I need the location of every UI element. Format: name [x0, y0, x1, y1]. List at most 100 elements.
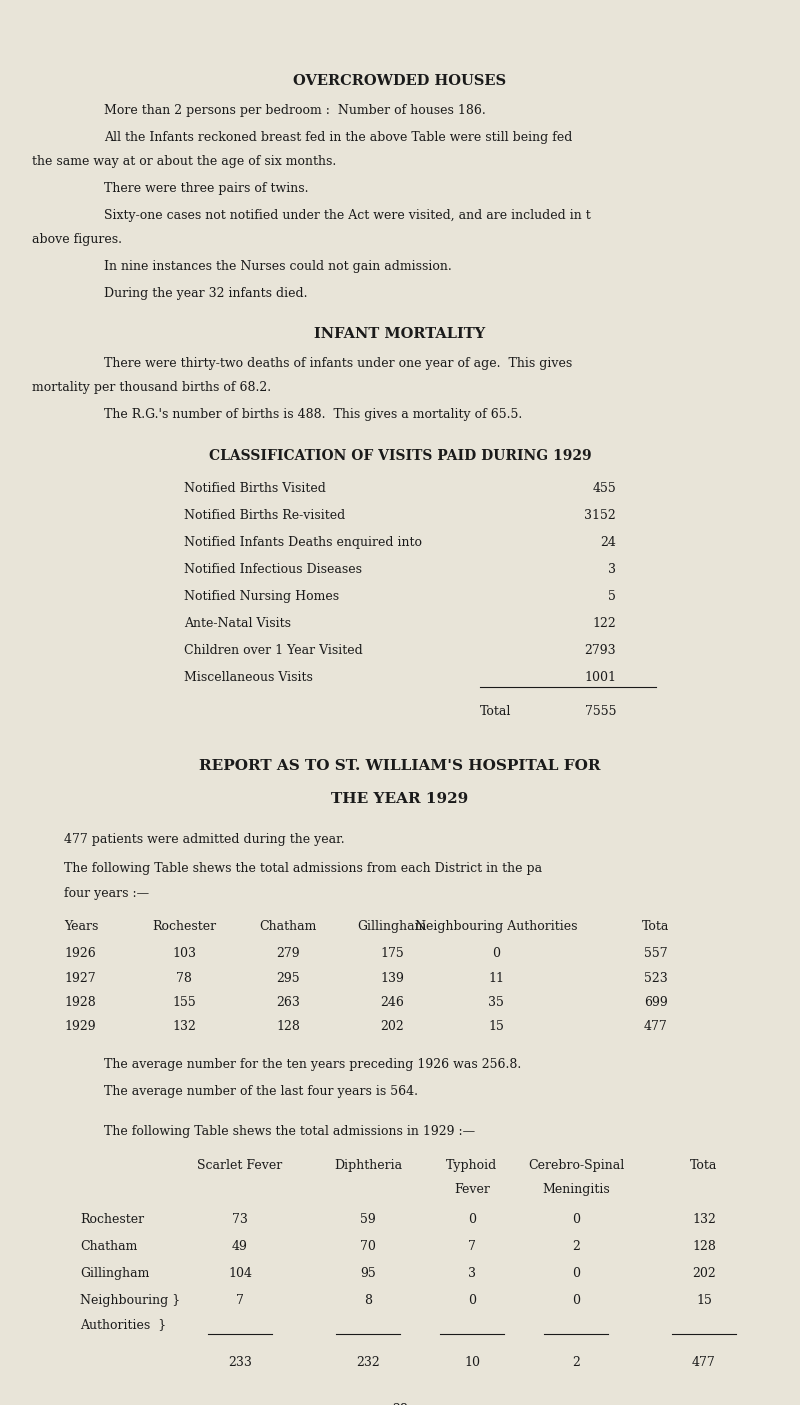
Text: 233: 233	[228, 1356, 252, 1368]
Text: OVERCROWDED HOUSES: OVERCROWDED HOUSES	[294, 74, 506, 89]
Text: 0: 0	[572, 1294, 580, 1307]
Text: 70: 70	[360, 1239, 376, 1253]
Text: Chatham: Chatham	[259, 920, 317, 933]
Text: 11: 11	[488, 972, 504, 985]
Text: Meningitis: Meningitis	[542, 1183, 610, 1196]
Text: 202: 202	[692, 1267, 716, 1280]
Text: 0: 0	[572, 1213, 580, 1227]
Text: 477: 477	[692, 1356, 716, 1368]
Text: Neighbouring }: Neighbouring }	[80, 1294, 180, 1307]
Text: Notified Nursing Homes: Notified Nursing Homes	[184, 590, 339, 603]
Text: 15: 15	[696, 1294, 712, 1307]
Text: 1001: 1001	[584, 672, 616, 684]
Text: mortality per thousand births of 68.2.: mortality per thousand births of 68.2.	[32, 381, 271, 395]
Text: 103: 103	[172, 947, 196, 961]
Text: 1929: 1929	[64, 1020, 96, 1033]
Text: 477: 477	[644, 1020, 668, 1033]
Text: 155: 155	[172, 996, 196, 1009]
Text: 557: 557	[644, 947, 668, 961]
Text: 1926: 1926	[64, 947, 96, 961]
Text: Children over 1 Year Visited: Children over 1 Year Visited	[184, 643, 362, 658]
Text: 0: 0	[468, 1294, 476, 1307]
Text: Sixty-one cases not notified under the Act were visited, and are included in t: Sixty-one cases not notified under the A…	[104, 209, 590, 222]
Text: 15: 15	[488, 1020, 504, 1033]
Text: 2: 2	[572, 1356, 580, 1368]
Text: 95: 95	[360, 1267, 376, 1280]
Text: 28: 28	[392, 1404, 408, 1405]
Text: 455: 455	[592, 482, 616, 496]
Text: Ante-Natal Visits: Ante-Natal Visits	[184, 617, 291, 631]
Text: INFANT MORTALITY: INFANT MORTALITY	[314, 327, 486, 341]
Text: 2793: 2793	[584, 643, 616, 658]
Text: 1927: 1927	[64, 972, 96, 985]
Text: The average number of the last four years is 564.: The average number of the last four year…	[104, 1085, 418, 1097]
Text: Years: Years	[64, 920, 98, 933]
Text: 78: 78	[176, 972, 192, 985]
Text: The average number for the ten years preceding 1926 was 256.8.: The average number for the ten years pre…	[104, 1058, 522, 1071]
Text: The R.G.'s number of births is 488.  This gives a mortality of 65.5.: The R.G.'s number of births is 488. This…	[104, 409, 522, 422]
Text: There were three pairs of twins.: There were three pairs of twins.	[104, 181, 309, 195]
Text: Rochester: Rochester	[152, 920, 216, 933]
Text: More than 2 persons per bedroom :  Number of houses 186.: More than 2 persons per bedroom : Number…	[104, 104, 486, 117]
Text: Gillingham: Gillingham	[358, 920, 426, 933]
Text: 3: 3	[468, 1267, 476, 1280]
Text: 232: 232	[356, 1356, 380, 1368]
Text: 7: 7	[236, 1294, 244, 1307]
Text: Tota: Tota	[690, 1159, 718, 1172]
Text: 59: 59	[360, 1213, 376, 1227]
Text: In nine instances the Nurses could not gain admission.: In nine instances the Nurses could not g…	[104, 260, 452, 273]
Text: Notified Births Visited: Notified Births Visited	[184, 482, 326, 496]
Text: 3: 3	[608, 563, 616, 576]
Text: 263: 263	[276, 996, 300, 1009]
Text: There were thirty-two deaths of infants under one year of age.  This gives: There were thirty-two deaths of infants …	[104, 357, 572, 370]
Text: 0: 0	[572, 1267, 580, 1280]
Text: During the year 32 infants died.: During the year 32 infants died.	[104, 287, 307, 301]
Text: 477 patients were admitted during the year.: 477 patients were admitted during the ye…	[64, 833, 345, 846]
Text: THE YEAR 1929: THE YEAR 1929	[331, 792, 469, 806]
Text: Notified Births Re-visited: Notified Births Re-visited	[184, 510, 346, 523]
Text: 0: 0	[492, 947, 500, 961]
Text: Typhoid: Typhoid	[446, 1159, 498, 1172]
Text: 10: 10	[464, 1356, 480, 1368]
Text: 523: 523	[644, 972, 668, 985]
Text: Authorities  }: Authorities }	[80, 1318, 166, 1331]
Text: 35: 35	[488, 996, 504, 1009]
Text: 128: 128	[276, 1020, 300, 1033]
Text: The following Table shews the total admissions from each District in the pa: The following Table shews the total admi…	[64, 863, 542, 875]
Text: Scarlet Fever: Scarlet Fever	[198, 1159, 282, 1172]
Text: Diphtheria: Diphtheria	[334, 1159, 402, 1172]
Text: Notified Infectious Diseases: Notified Infectious Diseases	[184, 563, 362, 576]
Text: 7: 7	[468, 1239, 476, 1253]
Text: Tota: Tota	[642, 920, 670, 933]
Text: 8: 8	[364, 1294, 372, 1307]
Text: 122: 122	[592, 617, 616, 631]
Text: 3152: 3152	[584, 510, 616, 523]
Text: Chatham: Chatham	[80, 1239, 138, 1253]
Text: 104: 104	[228, 1267, 252, 1280]
Text: 1928: 1928	[64, 996, 96, 1009]
Text: 246: 246	[380, 996, 404, 1009]
Text: 2: 2	[572, 1239, 580, 1253]
Text: the same way at or about the age of six months.: the same way at or about the age of six …	[32, 155, 336, 169]
Text: 0: 0	[468, 1213, 476, 1227]
Text: 73: 73	[232, 1213, 248, 1227]
Text: 295: 295	[276, 972, 300, 985]
Text: four years :—: four years :—	[64, 887, 149, 899]
Text: 7555: 7555	[585, 705, 616, 718]
Text: 49: 49	[232, 1239, 248, 1253]
Text: Gillingham: Gillingham	[80, 1267, 150, 1280]
Text: 139: 139	[380, 972, 404, 985]
Text: 24: 24	[600, 537, 616, 549]
Text: Neighbouring Authorities: Neighbouring Authorities	[414, 920, 578, 933]
Text: Fever: Fever	[454, 1183, 490, 1196]
Text: 202: 202	[380, 1020, 404, 1033]
Text: Notified Infants Deaths enquired into: Notified Infants Deaths enquired into	[184, 537, 422, 549]
Text: CLASSIFICATION OF VISITS PAID DURING 1929: CLASSIFICATION OF VISITS PAID DURING 192…	[209, 448, 591, 462]
Text: 132: 132	[172, 1020, 196, 1033]
Text: All the Infants reckoned breast fed in the above Table were still being fed: All the Infants reckoned breast fed in t…	[104, 131, 572, 143]
Text: REPORT AS TO ST. WILLIAM'S HOSPITAL FOR: REPORT AS TO ST. WILLIAM'S HOSPITAL FOR	[199, 759, 601, 773]
Text: Miscellaneous Visits: Miscellaneous Visits	[184, 672, 313, 684]
Text: Rochester: Rochester	[80, 1213, 144, 1227]
Text: above figures.: above figures.	[32, 233, 122, 246]
Text: 279: 279	[276, 947, 300, 961]
